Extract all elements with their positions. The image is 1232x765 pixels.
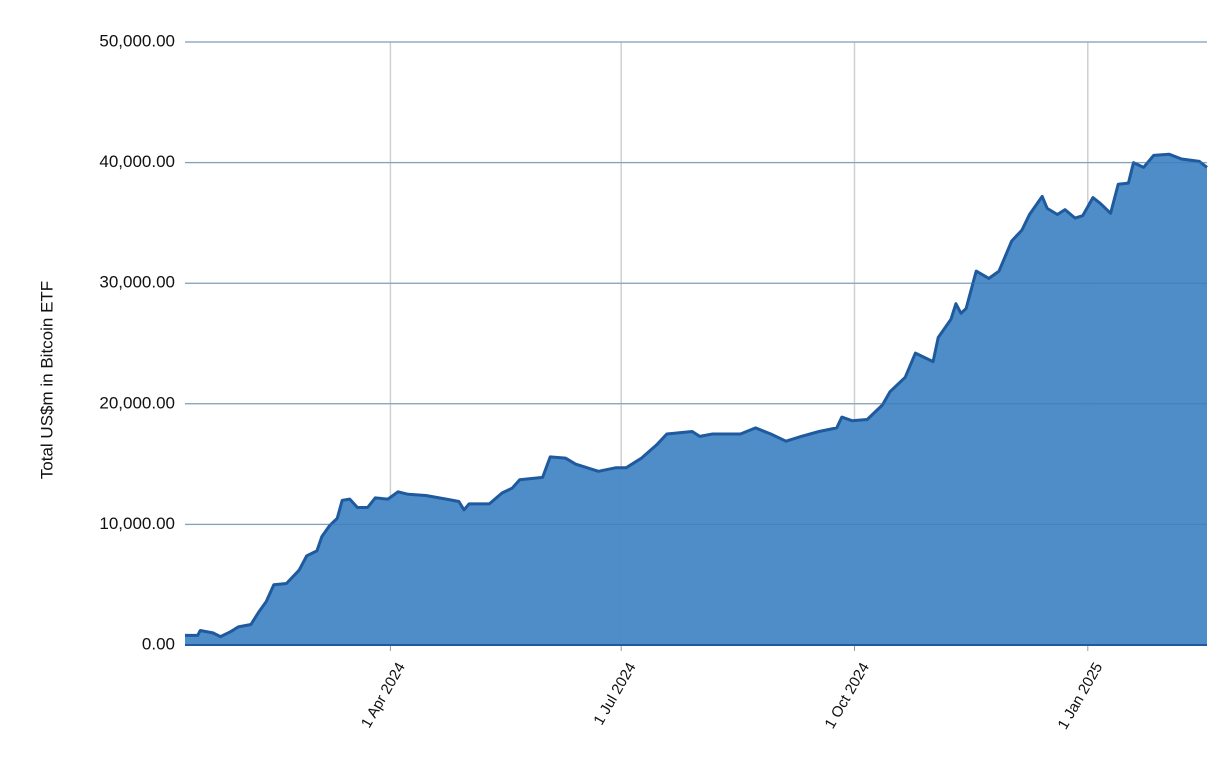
y-tick-label: 20,000.00	[99, 393, 175, 412]
y-axis-label: Total US$m in Bitcoin ETF	[37, 281, 56, 479]
y-tick-label: 30,000.00	[99, 273, 175, 292]
x-tick-label: 1 Jul 2024	[590, 660, 639, 728]
y-tick-label: 10,000.00	[99, 514, 175, 533]
line	[185, 152, 1208, 639]
y-tick-label: 0.00	[142, 634, 175, 653]
y-tick-label: 50,000.00	[99, 31, 175, 50]
x-tick-label: 1 Apr 2024	[358, 660, 409, 731]
area	[185, 154, 1207, 645]
x-tick-label: 1 Oct 2024	[822, 660, 873, 732]
x-tick-label: 1 Jan 2025	[1054, 660, 1106, 733]
y-tick-label: 40,000.00	[99, 152, 175, 171]
